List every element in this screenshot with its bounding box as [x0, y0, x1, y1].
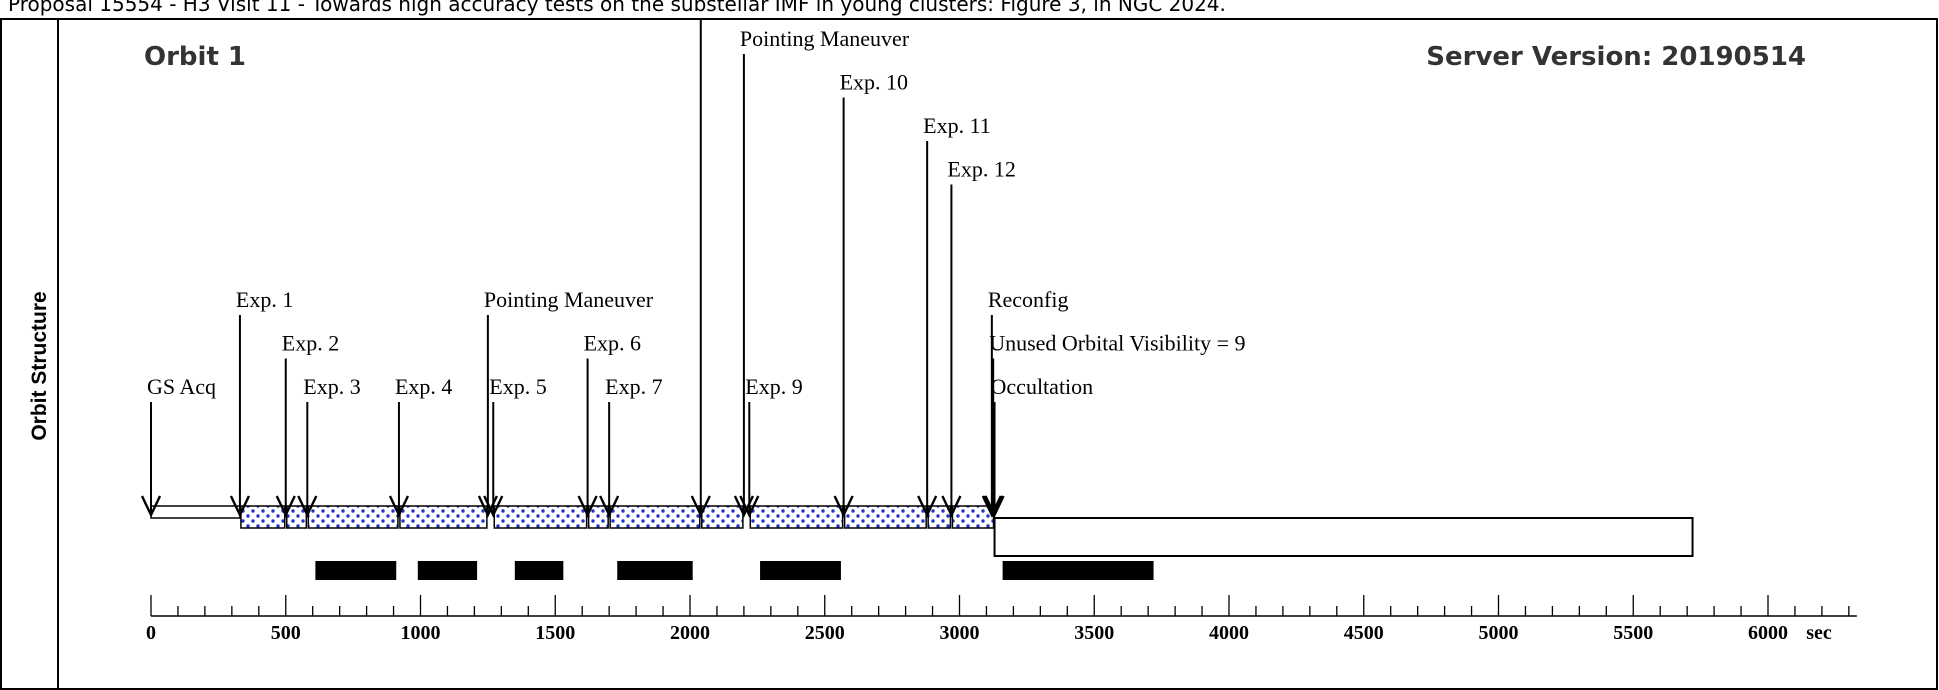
event-label: Exp. 2 — [282, 331, 339, 356]
tick-label: 4000 — [1209, 622, 1249, 644]
arrowhead-icon — [984, 495, 1005, 518]
tick-label: 4500 — [1344, 622, 1384, 644]
event-label: Exp. 6 — [584, 331, 641, 356]
arrowhead-icon — [297, 495, 318, 518]
arrowhead-icon — [275, 495, 296, 518]
tick-label: 0 — [146, 622, 156, 644]
event-label: Exp. 5 — [489, 374, 546, 399]
timeline-segments — [150, 505, 1694, 557]
time-axis: 0 500 1000 1500 2000 2500 3000 3500 4000 4500 5000… — [146, 595, 1857, 644]
arrowhead-icon — [917, 495, 938, 518]
arrowhead-icon — [599, 495, 620, 518]
axis-unit: sec — [1806, 622, 1832, 644]
arrowhead-icon — [577, 495, 598, 518]
event-label: Occultation — [991, 374, 1094, 399]
exposure-segment — [493, 505, 588, 529]
tick-label: 500 — [271, 622, 301, 644]
event-label: Reconfig — [988, 287, 1069, 312]
tick-label: 2500 — [805, 622, 845, 644]
exposure-segment — [609, 505, 701, 529]
arrowhead-icon — [739, 495, 760, 518]
tick-label: 3500 — [1074, 622, 1114, 644]
tick-label: 1000 — [401, 622, 441, 644]
event-label: Exp. 12 — [947, 157, 1015, 182]
event-label: Exp. 4 — [395, 374, 452, 399]
readout-bar — [417, 561, 478, 580]
event-label: Exp. 10 — [840, 70, 908, 95]
arrowhead-icon — [981, 495, 1002, 518]
exposure-segment — [843, 505, 927, 529]
event-label: Exp. 9 — [745, 374, 802, 399]
occultation-box — [993, 517, 1694, 557]
orbit-title: Orbit 1 — [144, 42, 246, 72]
arrowhead-icon — [690, 495, 711, 518]
readout-bar — [760, 561, 841, 580]
arrowhead-icon — [983, 495, 1004, 518]
event-label: Pointing Maneuver — [484, 287, 654, 312]
exposure-segment — [749, 505, 844, 529]
event-label: Exp. 11 — [923, 113, 991, 138]
sidebar-label: Orbit Structure — [28, 291, 51, 440]
exposure-segment — [701, 505, 744, 529]
readout-bars — [315, 561, 1154, 580]
arrowhead-icon — [229, 495, 251, 518]
readout-bar — [514, 561, 564, 580]
readout-bar — [1002, 561, 1154, 580]
arrowhead-icon — [941, 495, 962, 518]
panel-border — [0, 18, 1938, 690]
event-label: Exp. 3 — [303, 374, 360, 399]
exposure-segment — [240, 505, 286, 529]
readout-bar — [617, 561, 693, 580]
exposure-segment — [399, 505, 488, 529]
exposure-segment — [587, 505, 609, 529]
event-label: Pointing Maneuver — [740, 26, 910, 51]
tick-label: 6000 — [1748, 622, 1788, 644]
tick-label: 5000 — [1479, 622, 1519, 644]
arrowhead-icon — [140, 495, 162, 518]
event-label: Exp. 1 — [236, 287, 293, 312]
tick-label: 1500 — [535, 622, 575, 644]
exposure-segment — [951, 505, 995, 529]
proposal-header: Proposal 15554 - H3 Visit 11 - Towards h… — [8, 0, 1226, 16]
tick-label: 3000 — [940, 622, 980, 644]
tick-label: 5500 — [1613, 622, 1653, 644]
exposure-segment — [307, 505, 399, 529]
arrowhead-icon — [483, 495, 504, 518]
event-label: Exp. 7 — [605, 374, 662, 399]
arrowhead-icon — [833, 495, 854, 518]
event-markers: GS Acq Exp. 1 Exp. 2 Exp. 3 Exp. 4 Pointing M… — [140, 18, 1246, 518]
arrowhead-icon — [388, 495, 410, 518]
exposure-segment — [927, 505, 952, 529]
event-label: GS Acq — [147, 374, 216, 399]
guide-star-acq-segment — [150, 505, 241, 519]
readout-bar — [315, 561, 397, 580]
server-version: Server Version: 20190514 — [1426, 42, 1806, 72]
tick-label: 2000 — [670, 622, 710, 644]
exposure-segment — [286, 505, 308, 529]
orbit-structure-panel: Orbit Structure Orbit 1 Server Version: … — [0, 18, 1938, 690]
event-label: Unused Orbital Visibility = 9 — [989, 331, 1245, 356]
